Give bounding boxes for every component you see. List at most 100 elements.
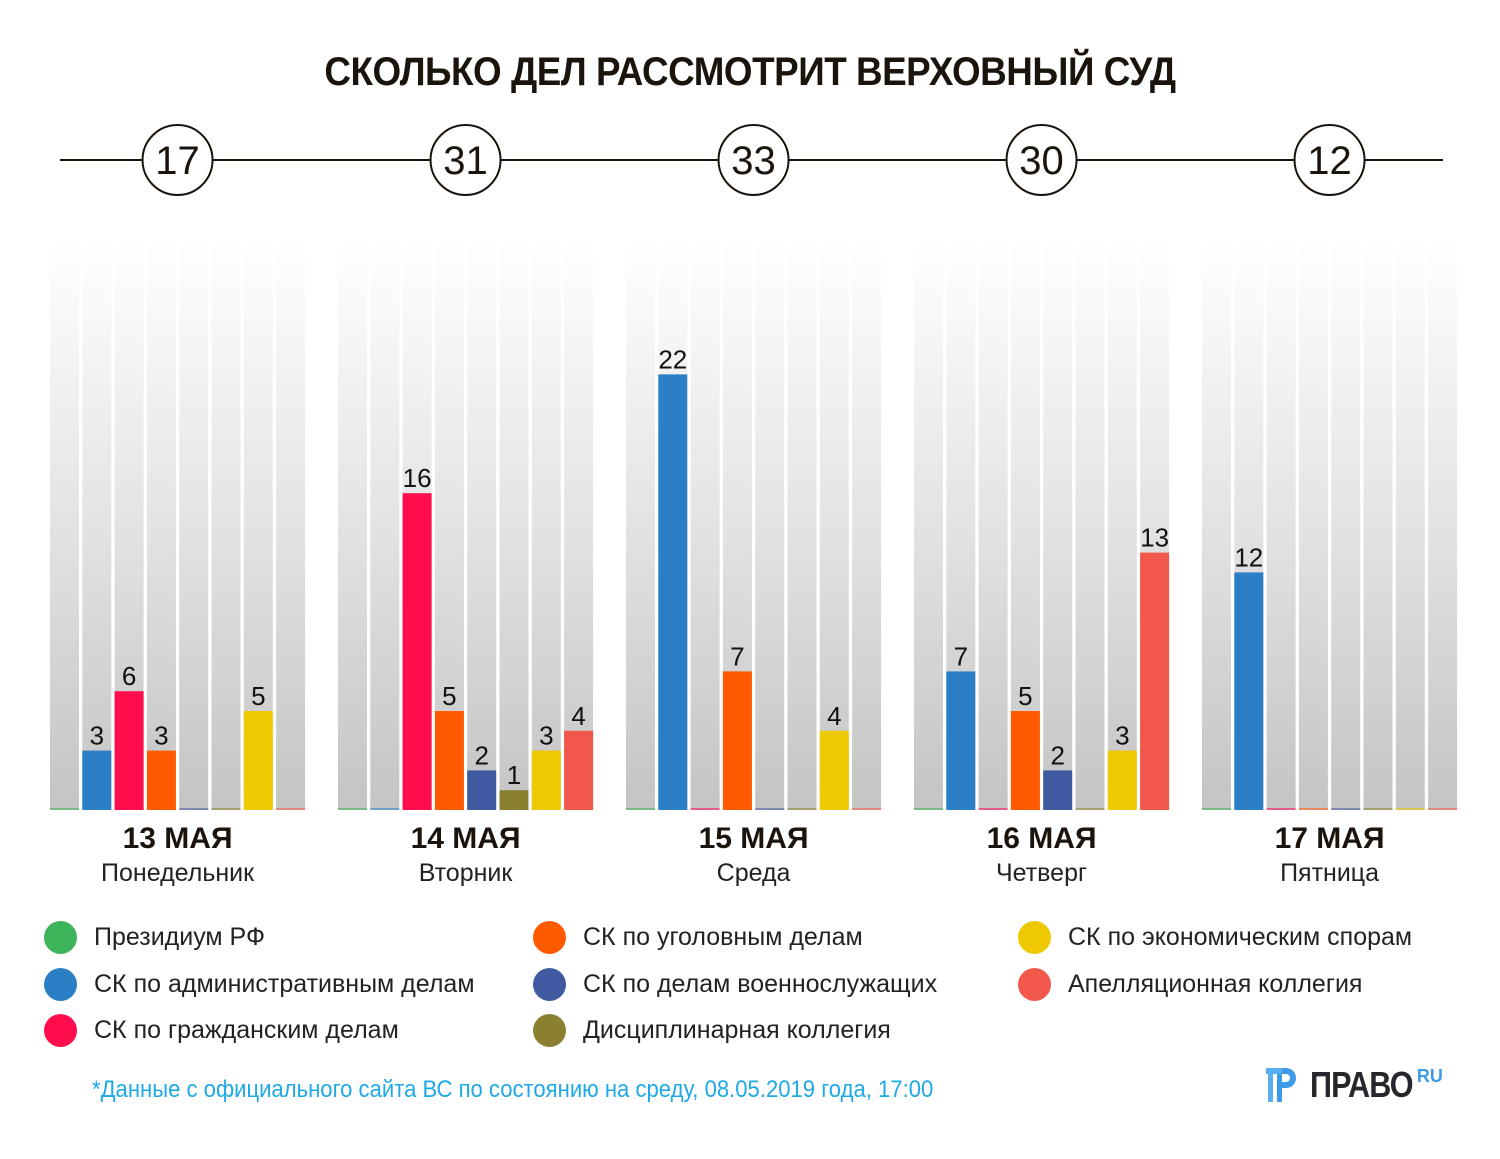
legend-item: СК по экономическим спорам: [1018, 921, 1412, 954]
bar: [1234, 572, 1264, 810]
legend-swatch: [533, 921, 566, 954]
data-label: 3: [1115, 721, 1129, 751]
legend-label: СК по гражданским делам: [94, 1016, 399, 1044]
data-label: 12: [1234, 542, 1263, 572]
x-tick-weekday: Понедельник: [101, 859, 255, 887]
pravo-ru-logo: ПРАВО RU: [1266, 1064, 1443, 1106]
bar: [434, 711, 464, 810]
legend-swatch: [1018, 921, 1051, 954]
bar-zero: [1363, 808, 1393, 810]
column-background: [852, 240, 882, 810]
column-background: [499, 240, 529, 810]
logo-suffix: RU: [1416, 1066, 1443, 1086]
data-label: 2: [474, 740, 488, 770]
column-background: [276, 240, 306, 810]
legend-label: СК по делам военнослужащих: [583, 970, 938, 998]
x-tick-date: 16 МАЯ: [987, 822, 1097, 855]
column-background: [50, 240, 79, 810]
legend-label: СК по экономическим спорам: [1068, 923, 1413, 951]
legend-label: Апелляционная коллегия: [1068, 970, 1363, 998]
bar-zero: [1331, 808, 1361, 810]
column-background: [338, 240, 367, 810]
column-background: [531, 240, 561, 810]
data-label: 22: [658, 344, 687, 374]
column-background: [1331, 240, 1361, 810]
data-label: 1: [507, 760, 521, 790]
bar-zero: [1266, 808, 1296, 810]
bar: [146, 750, 176, 810]
bar-zero: [787, 808, 817, 810]
total-circle: [141, 124, 214, 196]
legend-swatch: [44, 968, 77, 1001]
total-label: 30: [1019, 139, 1064, 183]
column-background: [819, 240, 849, 810]
bar: [1140, 552, 1170, 810]
total-label: 12: [1307, 139, 1352, 183]
bar-zero: [1428, 808, 1458, 810]
column-background: [564, 240, 594, 810]
legend-swatch: [44, 921, 77, 954]
bar-zero: [755, 808, 785, 810]
legend-item: Дисциплинарная коллегия: [533, 1014, 891, 1047]
pravo-logo-icon: [1266, 1068, 1296, 1102]
column-background: [1107, 240, 1137, 810]
bar: [402, 493, 432, 810]
legend-item: СК по делам военнослужащих: [533, 968, 937, 1001]
data-label: 7: [730, 641, 744, 671]
column-background: [1395, 240, 1425, 810]
column-background: [82, 240, 112, 810]
bar-zero: [690, 808, 720, 810]
total-circle: [717, 124, 790, 196]
column-background: [626, 240, 655, 810]
bar-zero: [626, 808, 655, 810]
data-label: 5: [251, 681, 265, 711]
x-tick-date: 15 МАЯ: [699, 822, 809, 855]
legend-label: СК по уголовным делам: [583, 923, 863, 951]
legend-item: СК по административным делам: [44, 968, 475, 1001]
total-label: 31: [443, 139, 488, 183]
x-tick-weekday: Среда: [717, 859, 791, 887]
bar: [467, 770, 497, 810]
total-label: 33: [731, 139, 776, 183]
data-label: 6: [122, 661, 136, 691]
chart-title: СКОЛЬКО ДЕЛ РАССМОТРИТ ВЕРХОВНЫЙ СУД: [324, 50, 1176, 94]
data-label: 4: [827, 701, 841, 731]
column-background: [211, 240, 241, 810]
bar-zero: [370, 808, 400, 810]
bar-zero: [276, 808, 306, 810]
bar-zero: [179, 808, 209, 810]
total-circle: [1293, 124, 1366, 196]
x-tick-date: 13 МАЯ: [123, 822, 233, 855]
bar-zero: [1202, 808, 1231, 810]
legend-label: Дисциплинарная коллегия: [583, 1016, 891, 1044]
column-background: [690, 240, 720, 810]
bar: [82, 750, 112, 810]
data-label: 3: [539, 721, 553, 751]
column-background: [1043, 240, 1073, 810]
bar-zero: [978, 808, 1008, 810]
legend-item: СК по уголовным делам: [533, 921, 863, 954]
bar-zero: [1395, 808, 1425, 810]
data-label: 3: [154, 721, 168, 751]
bar: [114, 691, 144, 810]
bar-zero: [211, 808, 241, 810]
bar: [819, 730, 849, 810]
bar: [1043, 770, 1073, 810]
bar: [946, 671, 976, 810]
bar: [243, 711, 273, 810]
logo-text: ПРАВО: [1310, 1064, 1414, 1105]
x-tick-weekday: Четверг: [996, 859, 1087, 887]
data-label: 16: [403, 463, 432, 493]
bar: [564, 730, 594, 810]
bar: [499, 790, 529, 810]
legend-item: Президиум РФ: [44, 921, 265, 954]
column-background: [179, 240, 209, 810]
column-background: [370, 240, 400, 810]
legend-swatch: [1018, 968, 1051, 1001]
bar: [722, 671, 752, 810]
column-background: [1075, 240, 1105, 810]
total-label: 17: [155, 139, 200, 183]
column-background: [1428, 240, 1458, 810]
bar-zero: [338, 808, 367, 810]
